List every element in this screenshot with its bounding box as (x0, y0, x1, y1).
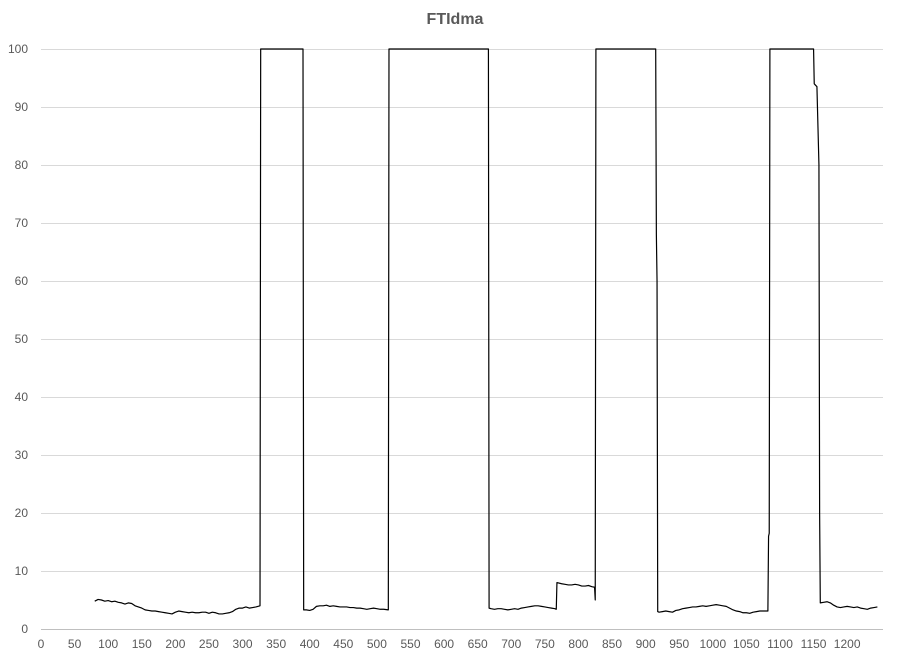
x-tick-label: 300 (233, 637, 253, 651)
chart-title: FTIdma (426, 11, 484, 28)
y-tick-label: 60 (15, 274, 29, 288)
x-tick-label: 600 (434, 637, 454, 651)
x-tick-label: 950 (669, 637, 689, 651)
x-tick-label: 350 (266, 637, 286, 651)
y-tick-label: 70 (15, 216, 29, 230)
x-tick-label: 400 (300, 637, 320, 651)
y-tick-label: 10 (15, 564, 29, 578)
x-tick-label: 1100 (767, 637, 793, 651)
x-tick-label: 550 (400, 637, 420, 651)
x-tick-label: 850 (602, 637, 622, 651)
x-tick-label: 1150 (801, 637, 827, 651)
x-tick-label: 1050 (733, 637, 760, 651)
y-axis-tick-labels: 0 10 20 30 40 50 60 70 80 90 100 (8, 42, 28, 636)
y-tick-label: 100 (8, 42, 28, 56)
x-tick-label: 450 (333, 637, 353, 651)
x-tick-label: 700 (501, 637, 521, 651)
x-tick-label: 800 (568, 637, 588, 651)
y-tick-label: 40 (15, 390, 29, 404)
y-tick-label: 50 (15, 332, 29, 346)
x-tick-label: 1000 (699, 637, 726, 651)
y-tick-label: 0 (21, 622, 28, 636)
x-tick-label: 900 (636, 637, 656, 651)
x-tick-label: 650 (468, 637, 488, 651)
y-tick-label: 80 (15, 158, 29, 172)
y-tick-label: 30 (15, 448, 29, 462)
x-tick-label: 150 (132, 637, 152, 651)
x-tick-label: 1200 (834, 637, 861, 651)
x-tick-label: 50 (68, 637, 82, 651)
x-tick-label: 0 (38, 637, 45, 651)
x-tick-label: 200 (165, 637, 185, 651)
y-tick-label: 90 (15, 100, 29, 114)
x-tick-label: 500 (367, 637, 387, 651)
series-line-0 (94, 48, 878, 615)
x-tick-label: 250 (199, 637, 219, 651)
gridlines (41, 49, 883, 630)
x-tick-label: 100 (98, 637, 118, 651)
x-axis-tick-labels: 0 50 100 150 200 250 300 350 400 450 500 550 600 650 7… (38, 637, 861, 651)
x-tick-label: 750 (535, 637, 555, 651)
y-tick-label: 20 (15, 506, 29, 520)
plot-area (94, 48, 878, 615)
